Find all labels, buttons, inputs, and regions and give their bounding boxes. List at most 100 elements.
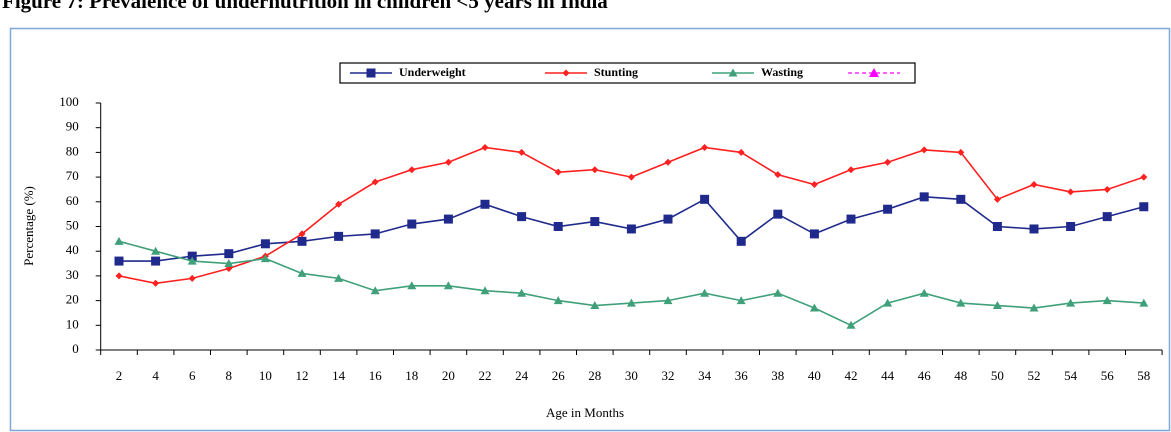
- x-tick-label: 26: [552, 368, 566, 383]
- x-tick-label: 34: [698, 368, 712, 383]
- data-point: [993, 195, 1001, 203]
- data-point: [919, 192, 929, 202]
- series-line: [118, 240, 1144, 327]
- data-point: [590, 217, 600, 227]
- data-point: [1066, 222, 1076, 231]
- data-point: [664, 158, 672, 166]
- y-tick-label: 90: [66, 119, 79, 134]
- x-tick-label: 24: [515, 368, 529, 383]
- y-tick-label: 80: [66, 143, 79, 158]
- data-point: [809, 303, 819, 312]
- x-tick-label: 46: [918, 368, 932, 383]
- data-point: [371, 178, 379, 186]
- data-point: [518, 148, 526, 156]
- x-tick-label: 10: [259, 368, 272, 383]
- data-point: [335, 200, 343, 208]
- data-point: [773, 209, 783, 219]
- x-tick-label: 4: [152, 368, 159, 383]
- data-point: [701, 143, 709, 151]
- data-point: [1139, 298, 1149, 307]
- x-axis-label: Age in Months: [546, 405, 624, 420]
- x-tick-label: 58: [1137, 368, 1150, 383]
- data-point: [736, 296, 746, 305]
- data-point: [517, 288, 527, 297]
- x-tick-label: 18: [405, 368, 418, 383]
- x-tick-label: 44: [881, 368, 895, 383]
- data-point: [956, 194, 966, 204]
- data-point: [480, 199, 490, 209]
- data-point: [1030, 181, 1038, 189]
- data-point: [298, 230, 306, 238]
- data-point: [407, 281, 417, 290]
- x-tick-label: 12: [296, 368, 309, 383]
- data-point: [846, 320, 856, 329]
- data-point: [883, 298, 893, 307]
- data-point: [187, 256, 197, 265]
- data-point: [297, 236, 307, 246]
- x-tick-label: 42: [845, 368, 858, 383]
- x-tick-label: 40: [808, 368, 821, 383]
- data-point: [1029, 224, 1039, 234]
- data-point: [370, 229, 380, 239]
- data-point: [1140, 173, 1148, 181]
- x-tick-label: 6: [189, 368, 196, 383]
- legend-marker: [366, 68, 376, 78]
- y-tick-label: 70: [66, 168, 79, 183]
- data-point: [591, 166, 599, 174]
- x-tick-label: 28: [588, 368, 601, 383]
- data-point: [700, 288, 710, 297]
- data-point: [408, 166, 416, 174]
- x-tick-label: 30: [625, 368, 638, 383]
- data-point: [224, 259, 234, 268]
- data-point: [847, 166, 855, 174]
- y-tick-label: 10: [66, 316, 79, 331]
- data-point: [626, 298, 636, 307]
- legend-label: Underweight: [399, 65, 466, 79]
- data-point: [663, 214, 673, 224]
- legend-box: [339, 62, 916, 84]
- y-tick-label: 100: [59, 94, 79, 109]
- data-point: [773, 288, 783, 297]
- data-point: [957, 148, 965, 156]
- data-point: [151, 256, 161, 266]
- data-point: [956, 298, 966, 307]
- data-point: [297, 268, 307, 277]
- data-point: [370, 286, 380, 295]
- data-point: [188, 274, 196, 282]
- data-point: [1103, 185, 1111, 193]
- y-tick-label: 0: [72, 341, 79, 356]
- data-point: [334, 273, 344, 282]
- data-point: [809, 229, 819, 239]
- x-tick-label: 54: [1064, 368, 1078, 383]
- chart-title: Figure 7: Prevalence of undernutrition i…: [2, 0, 608, 13]
- x-tick-label: 56: [1101, 368, 1115, 383]
- legend-label: Stunting: [594, 65, 638, 79]
- data-point: [334, 231, 344, 241]
- y-tick-label: 20: [66, 292, 79, 307]
- data-point: [114, 256, 124, 266]
- x-tick-label: 16: [369, 368, 383, 383]
- x-tick-label: 36: [735, 368, 749, 383]
- data-point: [992, 301, 1002, 310]
- x-tick-label: 32: [662, 368, 675, 383]
- legend-marker: [728, 68, 738, 77]
- data-point: [883, 204, 893, 214]
- data-point: [407, 219, 417, 229]
- data-point: [846, 214, 856, 224]
- data-point: [480, 286, 490, 295]
- x-tick-label: 22: [479, 368, 492, 383]
- data-point: [443, 281, 453, 290]
- data-point: [444, 158, 452, 166]
- x-tick-label: 2: [116, 368, 123, 383]
- data-point: [737, 148, 745, 156]
- legend-marker: [562, 69, 570, 77]
- y-tick-label: 30: [66, 267, 79, 282]
- data-point: [517, 212, 527, 222]
- data-point: [260, 239, 270, 249]
- data-point: [1066, 298, 1076, 307]
- data-point: [115, 272, 123, 280]
- data-point: [187, 251, 197, 261]
- data-point: [1139, 202, 1149, 212]
